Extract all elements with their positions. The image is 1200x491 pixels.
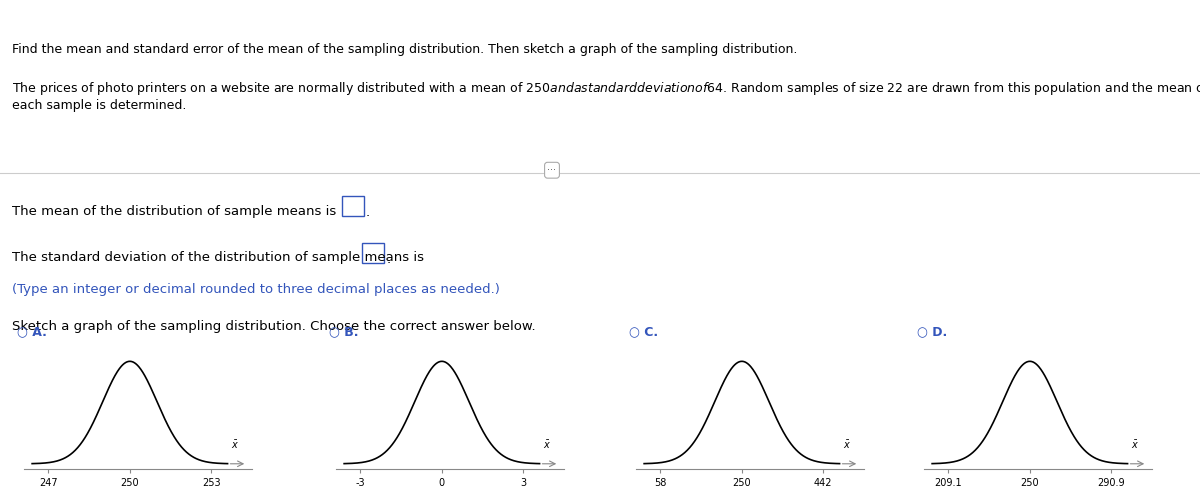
Text: Sketch a graph of the sampling distribution. Choose the correct answer below.: Sketch a graph of the sampling distribut… [12,320,535,333]
Text: Find the mean and standard error of the mean of the sampling distribution. Then : Find the mean and standard error of the … [12,43,797,56]
Text: ○ C.: ○ C. [629,326,658,339]
Text: ○ A.: ○ A. [17,326,47,339]
Text: ○ D.: ○ D. [917,326,947,339]
Text: .: . [366,206,370,219]
Text: $\bar{x}$: $\bar{x}$ [230,439,239,452]
Text: $\bar{x}$: $\bar{x}$ [842,439,851,452]
Text: $\bar{x}$: $\bar{x}$ [542,439,551,452]
Text: (Type an integer or decimal rounded to three decimal places as needed.): (Type an integer or decimal rounded to t… [12,283,500,296]
FancyBboxPatch shape [342,195,364,217]
Text: $\bar{x}$: $\bar{x}$ [1130,439,1139,452]
FancyBboxPatch shape [362,243,384,264]
Text: The standard deviation of the distribution of sample means is: The standard deviation of the distributi… [12,251,424,264]
Text: ○ B.: ○ B. [329,326,359,339]
Text: The mean of the distribution of sample means is: The mean of the distribution of sample m… [12,205,336,218]
Text: ···: ··· [547,165,557,175]
Text: .: . [386,253,390,266]
Text: The prices of photo printers on a website are normally distributed with a mean o: The prices of photo printers on a websit… [12,80,1200,112]
